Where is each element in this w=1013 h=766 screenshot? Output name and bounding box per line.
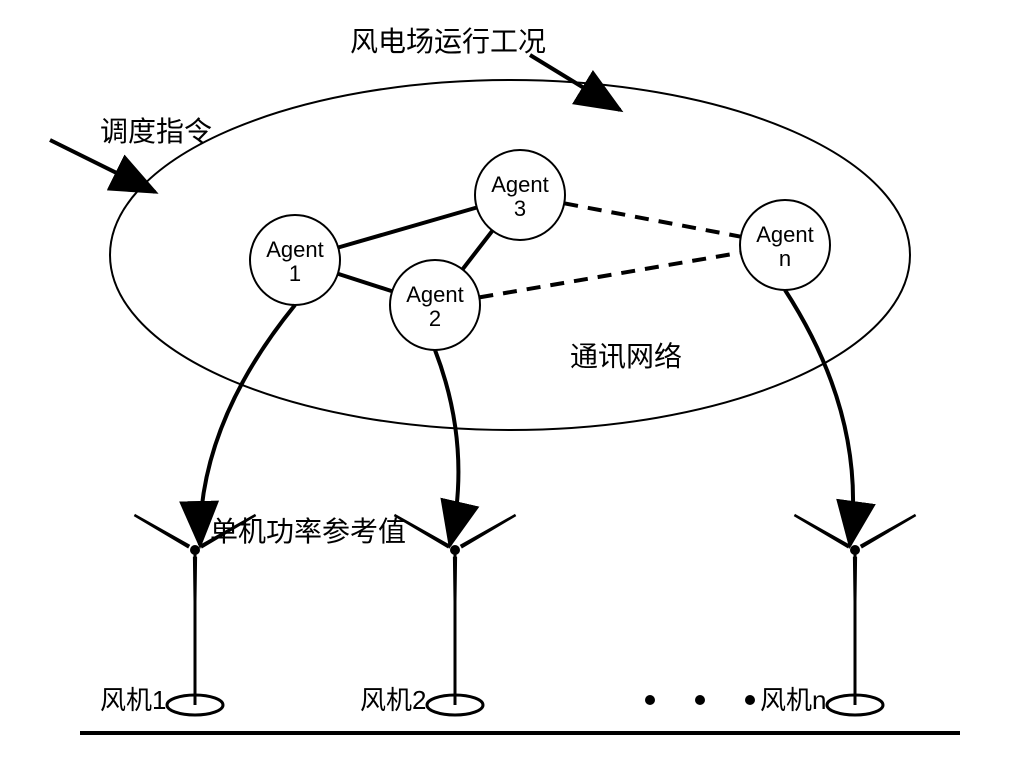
turbine-n-label: 风机n (760, 680, 826, 717)
agent2-line1: Agent (406, 282, 464, 307)
agent3-line1: Agent (491, 172, 549, 197)
turbine1-label: 风机1 (100, 680, 166, 717)
agent1-line1: Agent (266, 237, 324, 262)
turbine2-label: 风机2 (360, 680, 426, 717)
agent3-line2: 3 (514, 196, 526, 221)
power-ref-label: 单机功率参考值 (210, 510, 406, 550)
dispatch-label: 调度指令 (100, 110, 212, 150)
diagram-canvas: 风电场运行工况 调度指令 通讯网络 单机功率参考值 Agent 1 Agent … (0, 0, 1013, 766)
agent1-label: Agent 1 (260, 238, 330, 286)
top-label: 风电场运行工况 (350, 20, 546, 60)
agent1-line2: 1 (289, 261, 301, 286)
agent2-label: Agent 2 (400, 283, 470, 331)
agentn-line2: n (779, 246, 791, 271)
agent3-label: Agent 3 (485, 173, 555, 221)
agent2-line2: 2 (429, 306, 441, 331)
agentn-line1: Agent (756, 222, 814, 247)
network-label: 通讯网络 (570, 335, 682, 375)
agent-n-label: Agent n (750, 223, 820, 271)
